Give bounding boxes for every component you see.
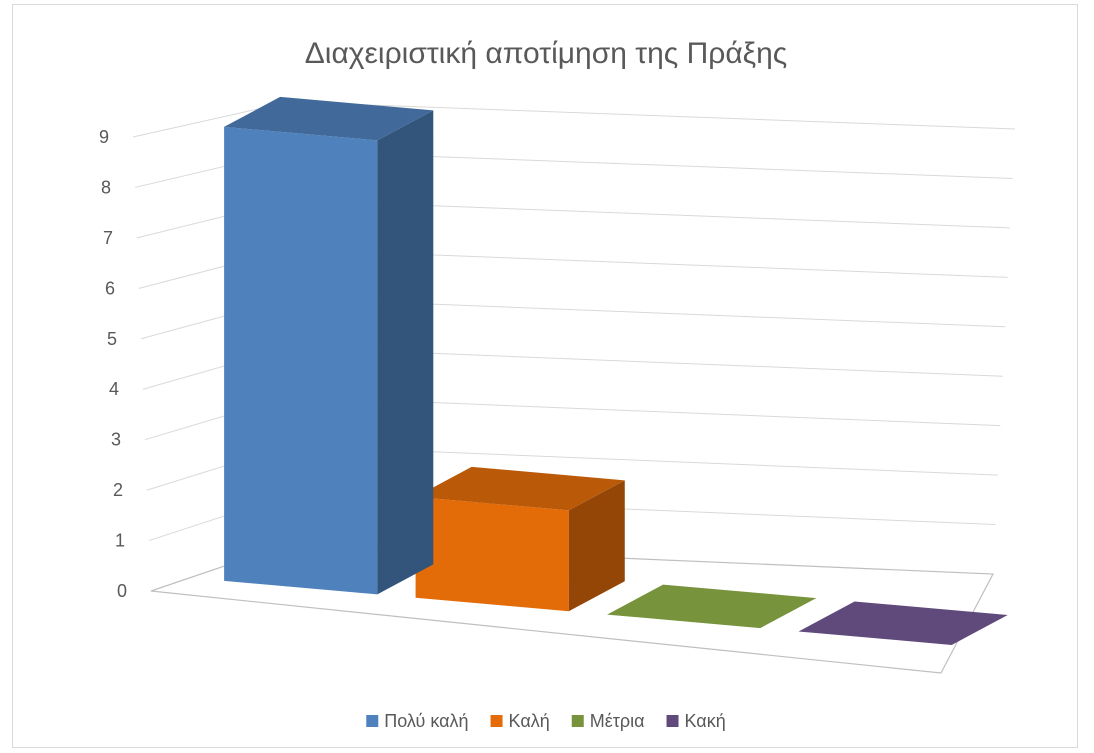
y-tick-label: 3: [111, 430, 121, 450]
legend-label: Κακή: [685, 711, 726, 731]
legend-label: Πολύ καλή: [384, 711, 468, 731]
bar-top-face: [607, 584, 817, 629]
legend-swatch: [571, 715, 584, 727]
legend-swatch: [366, 715, 379, 727]
legend-label: Μέτρια: [590, 711, 645, 731]
bar-4: [798, 601, 1008, 645]
legend-swatch: [666, 715, 679, 727]
bar-front-face: [224, 126, 378, 595]
y-tick-label: 5: [107, 329, 117, 349]
legend: Πολύ καλή Καλή Μέτρια Κακή: [366, 711, 726, 731]
legend-item: Πολύ καλή: [366, 711, 469, 731]
bar-side-face: [377, 110, 434, 595]
bar-3: [607, 584, 817, 629]
y-tick-label: 8: [101, 177, 111, 197]
y-tick-label: 4: [109, 379, 119, 399]
y-tick-label: 0: [117, 581, 127, 601]
y-tick-label: 2: [113, 480, 123, 500]
chart-canvas: Διαχειριστική αποτίμηση της Πράξης 0 1 2 3 4…: [99, 37, 1016, 731]
y-tick-label: 7: [103, 228, 113, 248]
bar-top-face: [798, 601, 1008, 645]
y-tick-label: 6: [105, 278, 115, 298]
legend-item: Κακή: [666, 711, 726, 731]
legend-item: Μέτρια: [571, 711, 645, 731]
legend-label: Καλή: [509, 711, 550, 731]
bar-top-face: [224, 96, 434, 141]
y-axis: 0 1 2 3 4 5 6 7 8 9: [99, 127, 127, 601]
bar-top-face: [415, 466, 625, 511]
chart-frame: Διαχειριστική αποτίμηση της Πράξης 0 1 2 3 4…: [12, 4, 1078, 748]
legend-item: Καλή: [490, 711, 550, 731]
y-tick-label: 9: [99, 127, 109, 147]
chart-title: Διαχειριστική αποτίμηση της Πράξης: [305, 37, 788, 70]
gridline: [288, 101, 1016, 130]
bars: [224, 96, 1008, 645]
bar-2: [415, 466, 625, 612]
y-tick-label: 1: [115, 531, 125, 551]
bar-side-face: [568, 480, 625, 612]
legend-swatch: [490, 715, 503, 727]
bar-front-face: [415, 496, 569, 612]
bar-1: [224, 96, 434, 595]
